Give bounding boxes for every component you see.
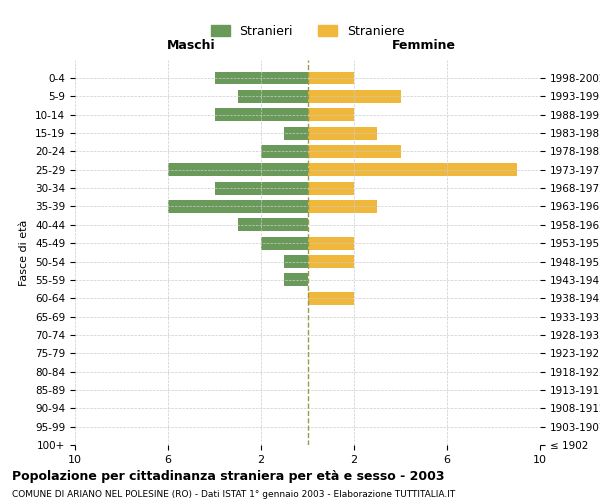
Bar [261,145,308,158]
Bar [284,126,308,140]
Bar [308,237,354,250]
Text: COMUNE DI ARIANO NEL POLESINE (RO) - Dati ISTAT 1° gennaio 2003 - Elaborazione T: COMUNE DI ARIANO NEL POLESINE (RO) - Dat… [12,490,455,499]
Bar [308,145,401,158]
Text: Maschi: Maschi [167,40,215,52]
Text: Popolazione per cittadinanza straniera per età e sesso - 2003: Popolazione per cittadinanza straniera p… [12,470,445,483]
Bar [308,292,354,304]
Bar [284,255,308,268]
Bar [308,108,354,121]
Bar [215,182,308,194]
Bar [308,126,377,140]
Bar [238,90,308,103]
Bar [168,200,308,213]
Bar [308,90,401,103]
Bar [261,237,308,250]
Bar [308,255,354,268]
Legend: Stranieri, Straniere: Stranieri, Straniere [206,20,409,43]
Bar [308,164,517,176]
Bar [215,72,308,85]
Bar [238,218,308,232]
Bar [308,182,354,194]
Bar [308,72,354,85]
Text: Femmine: Femmine [392,40,456,52]
Bar [215,108,308,121]
Y-axis label: Fasce di età: Fasce di età [19,220,29,286]
Bar [308,200,377,213]
Bar [168,164,308,176]
Bar [284,274,308,286]
